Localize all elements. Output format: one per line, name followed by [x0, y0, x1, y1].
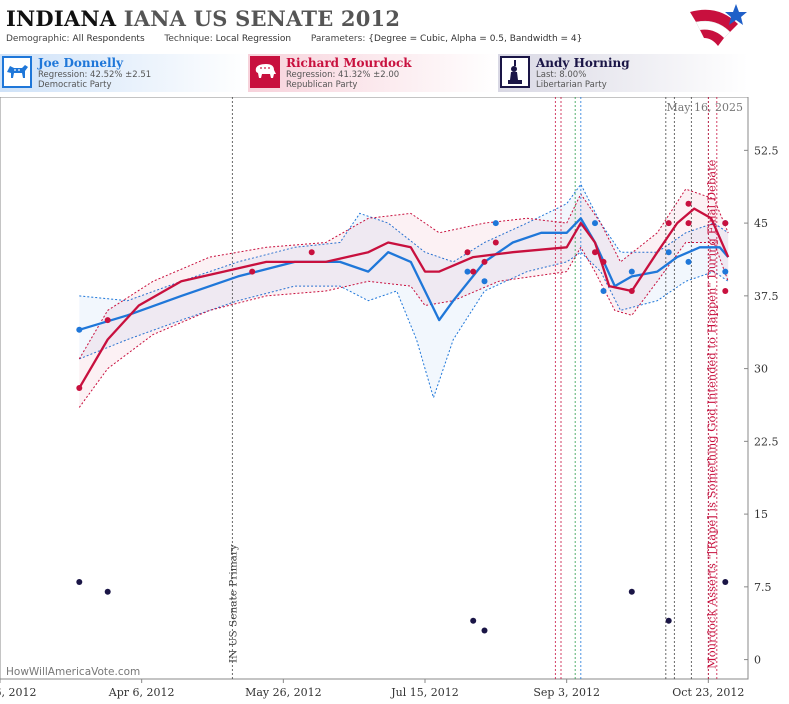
- data-point: [76, 326, 83, 333]
- candidate-stat: Last: 8.00%: [536, 70, 587, 80]
- plot-frame: [0, 97, 749, 680]
- data-point: [104, 588, 111, 595]
- band-lower-line: [79, 251, 729, 400]
- data-point: [464, 268, 471, 275]
- data-point: [600, 258, 607, 265]
- data-point: [628, 288, 635, 294]
- candidate-party: Democratic Party: [38, 80, 112, 90]
- polling-chart: IN US Senate Primary Mourdock Asserts "[R…: [0, 97, 779, 699]
- y-tick-label: 15: [754, 508, 768, 521]
- date-stamp: May 16, 2025: [666, 101, 743, 114]
- data-point: [104, 317, 111, 324]
- data-point: [628, 588, 635, 595]
- data-point: [492, 220, 499, 227]
- data-point: [76, 385, 83, 391]
- data-point: [249, 268, 256, 275]
- x-tick-label: Jul 15, 2012: [390, 686, 459, 699]
- data-point: [470, 617, 477, 624]
- candidate-name: Joe Donnelly: [38, 56, 124, 70]
- data-point: [308, 249, 315, 256]
- statue-of-liberty-icon: [500, 56, 530, 88]
- x-tick-label: May 26, 2012: [245, 686, 322, 699]
- demographic-value: All Respondents: [72, 34, 145, 44]
- x-tick-label: Oct 23, 2012: [672, 686, 744, 699]
- technique-label: Technique:: [164, 34, 213, 44]
- y-tick-label: 7.5: [754, 581, 772, 594]
- band-upper-line: [78, 188, 729, 360]
- y-tick-label: 0: [754, 654, 761, 667]
- trend-line: [78, 207, 730, 389]
- candidate-name: Andy Horning: [536, 56, 630, 70]
- event-label: Mourdock Asserts "[Rape] is Something Go…: [704, 159, 718, 669]
- data-point: [722, 220, 729, 227]
- candidate-card-libertarian[interactable]: Andy Horning Last: 8.00% Libertarian Par…: [498, 54, 748, 92]
- data-point: [76, 579, 83, 585]
- event-label: IN US Senate Primary: [227, 544, 239, 663]
- y-tick-label: 45: [754, 217, 768, 230]
- data-point: [492, 239, 499, 246]
- data-point: [685, 220, 692, 227]
- data-point: [685, 258, 692, 265]
- x-tick-label: Feb 16, 2012: [0, 686, 37, 699]
- page-title: INDIANA IANA US SENATE 2012: [6, 6, 400, 31]
- header: INDIANA IANA US SENATE 2012 Demographic:…: [0, 0, 789, 52]
- y-tick-label: 37.5: [754, 290, 779, 303]
- candidate-card-republican[interactable]: Richard Mourdock Regression: 41.32% ±2.0…: [248, 54, 498, 92]
- parameters-line: Demographic: All Respondents Technique: …: [6, 34, 582, 44]
- candidate-cards: Joe Donnelly Regression: 42.52% ±2.51 De…: [0, 54, 789, 94]
- data-point: [481, 627, 488, 634]
- data-point: [665, 220, 672, 227]
- x-tick-label: Apr 6, 2012: [108, 686, 175, 699]
- data-point: [685, 200, 692, 207]
- x-tick-label: Sep 3, 2012: [533, 686, 600, 699]
- parameters-label: Parameters:: [310, 34, 366, 44]
- site-logo-icon[interactable]: [688, 2, 748, 48]
- race-name: IANA US SENATE 2012: [123, 6, 401, 31]
- data-point: [592, 220, 598, 227]
- candidate-card-democrat[interactable]: Joe Donnelly Regression: 42.52% ±2.51 De…: [0, 54, 248, 92]
- state-name: INDIANA: [6, 6, 117, 31]
- candidate-party: Libertarian Party: [536, 80, 607, 90]
- candidate-stat: Regression: 41.32% ±2.00: [286, 70, 400, 80]
- data-point: [722, 579, 729, 585]
- confidence-band: [79, 184, 729, 398]
- y-tick-label: 52.5: [754, 144, 779, 157]
- parameters-value: {Degree = Cubic, Alpha = 0.5, Bandwidth …: [368, 34, 583, 44]
- data-point: [600, 288, 607, 294]
- data-point: [464, 249, 471, 256]
- data-point: [481, 258, 488, 265]
- data-point: [665, 249, 672, 256]
- elephant-icon: [250, 56, 280, 88]
- band-lower-line: [78, 242, 729, 408]
- y-tick-label: 30: [754, 363, 768, 376]
- confidence-band: [79, 189, 729, 408]
- watermark: HowWillAmericaVote.com: [6, 666, 140, 678]
- data-point: [665, 617, 672, 624]
- y-tick-label: 22.5: [754, 435, 779, 448]
- data-point: [481, 278, 488, 285]
- data-point: [722, 268, 729, 275]
- data-point: [628, 268, 635, 275]
- candidate-name: Richard Mourdock: [286, 56, 412, 70]
- band-upper-line: [79, 183, 729, 302]
- donkey-icon: [2, 56, 32, 88]
- candidate-stat: Regression: 42.52% ±2.51: [38, 70, 152, 80]
- candidate-party: Republican Party: [286, 80, 358, 90]
- technique-value: Local Regression: [215, 34, 292, 44]
- demographic-label: Demographic:: [6, 34, 70, 44]
- data-point: [470, 268, 477, 275]
- data-point: [722, 288, 729, 294]
- data-point: [592, 249, 598, 256]
